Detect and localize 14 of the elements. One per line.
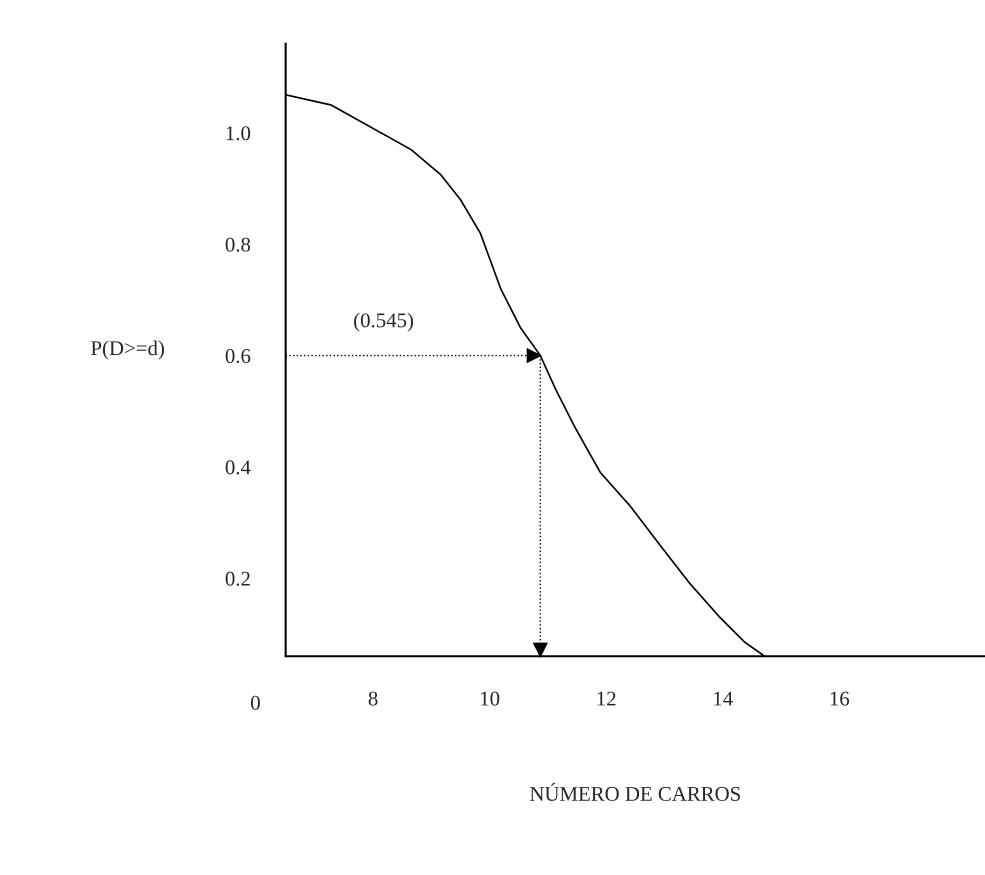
- y-tick-label: 0.2: [226, 572, 250, 586]
- y-tick-label: 0.6: [226, 348, 250, 364]
- x-axis-title: NÚMERO DE CARROS: [530, 782, 740, 801]
- text: 0: [251, 696, 260, 710]
- y-tick-label: 1.0: [226, 126, 250, 140]
- x-tick-label: 14: [714, 692, 733, 706]
- y-axis-title: P(D>=d): [91, 340, 164, 360]
- y-tick-label: 0.8: [226, 238, 250, 252]
- x-tick-label: 16: [830, 692, 850, 706]
- y-tick-label: 0.4: [226, 460, 251, 474]
- x-tick-label: 8: [368, 692, 378, 706]
- x-tick-label: 10: [481, 692, 500, 706]
- annotation: (0.545): [354, 312, 414, 332]
- x-tick-label: 12: [598, 692, 616, 706]
